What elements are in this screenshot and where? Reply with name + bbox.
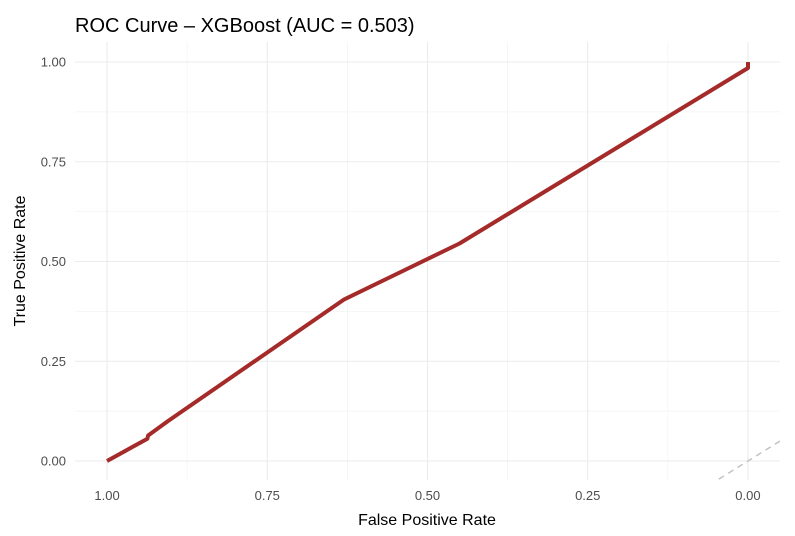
y-axis-title: True Positive Rate — [12, 195, 29, 326]
x-tick-label: 1.00 — [94, 488, 119, 503]
diagonal-reference-line — [716, 440, 780, 480]
roc-curve-line — [106, 62, 750, 463]
x-tick-label: 0.75 — [255, 488, 280, 503]
y-tick-label: 0.25 — [41, 354, 66, 369]
x-tick-label: 0.00 — [735, 488, 760, 503]
y-tick-label: 1.00 — [41, 55, 66, 70]
y-tick-label: 0.50 — [41, 254, 66, 269]
x-tick-label: 0.50 — [415, 488, 440, 503]
y-tick-label: 0.00 — [41, 454, 66, 469]
x-tick-label: 0.25 — [575, 488, 600, 503]
chart-title: ROC Curve – XGBoost (AUC = 0.503) — [75, 15, 415, 37]
y-tick-labels: 0.00 0.25 0.50 0.75 1.00 — [41, 55, 66, 469]
series-layer — [106, 62, 780, 480]
y-tick-label: 0.75 — [41, 154, 66, 169]
grid — [75, 42, 780, 480]
x-axis-title: False Positive Rate — [358, 512, 496, 529]
x-tick-labels: 1.00 0.75 0.50 0.25 0.00 — [94, 488, 760, 503]
